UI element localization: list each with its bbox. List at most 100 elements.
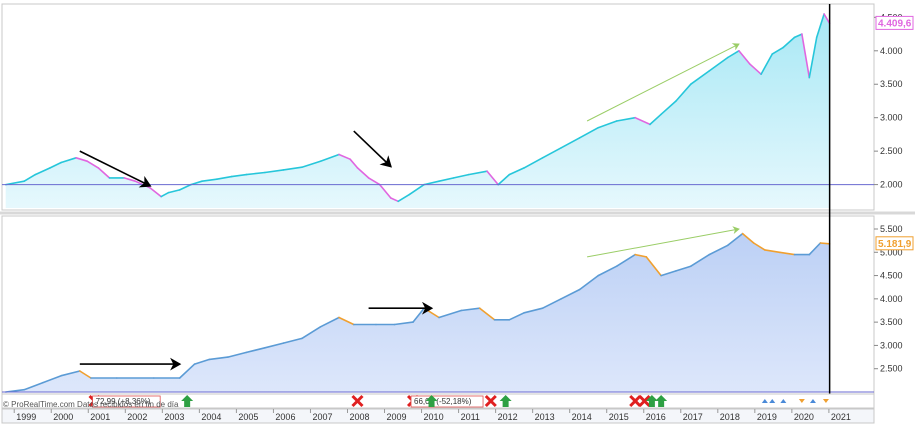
bottom-series-segment [508, 311, 525, 321]
bottom-series-segment [597, 265, 618, 277]
x-axis: 1999 2000 2001 2002 2003 2004 2005 2006 2007 2008… [1, 408, 875, 424]
trade-marker-buy [425, 395, 438, 407]
top-last-value-label: 4.409,6 [878, 18, 912, 29]
trade-marker-mini [780, 399, 787, 403]
buy-arrow-icon [425, 395, 438, 407]
top-series-segment [301, 160, 322, 168]
top-ytick-label: 4.000 [880, 46, 903, 56]
trade-marker-buy [645, 395, 658, 407]
top-series-segment [823, 13, 831, 25]
top-series-segment [60, 157, 77, 164]
top-series-segment [349, 158, 359, 169]
bottom-annotation-arrow [587, 226, 740, 258]
xtick-label: 2017 [683, 412, 703, 422]
top-series-segment [486, 170, 500, 186]
top-series-segment [319, 153, 340, 162]
top-series-segment [438, 177, 455, 182]
bottom-series-segment [282, 337, 303, 344]
top-series-segment [675, 83, 692, 102]
sell-x-icon [638, 394, 651, 408]
bottom-series-segment [645, 256, 662, 277]
top-series-segment [190, 180, 203, 186]
top-series-segment [497, 173, 511, 186]
bottom-series-segment [178, 363, 196, 379]
bottom-ytick-label: 4.500 [880, 271, 903, 281]
trade-marker-sell: 66,00 (-52,18%) [406, 394, 484, 408]
bottom-series-segment [689, 253, 711, 268]
bottom-series-segment [227, 351, 248, 358]
trade-marker-sell [638, 394, 651, 408]
bottom-series-segment [675, 265, 692, 272]
trade-marker-mini-sell [798, 399, 805, 403]
top-series-segment [397, 193, 411, 203]
bottom-series-segment [578, 274, 600, 291]
top-series-segment [167, 189, 181, 194]
bottom-ytick-label: 4.000 [880, 294, 903, 304]
bottom-last-value-box [875, 236, 914, 251]
xtick-label: 2007 [312, 412, 332, 422]
top-series-segment [230, 173, 248, 178]
top-series-segment [708, 56, 729, 72]
sell-x-icon [484, 394, 497, 408]
trade-label-box [410, 395, 484, 408]
top-series-segment [689, 70, 711, 85]
bottom-ytick-label: 3.500 [880, 317, 903, 327]
top-series-segment [378, 183, 392, 199]
bottom-series-segment [319, 316, 340, 328]
top-series-segment [245, 171, 266, 176]
bottom-series-segment [438, 309, 463, 319]
bottom-series-segment [393, 321, 414, 326]
top-series-segment [408, 183, 425, 196]
top-annotation-arrow [586, 43, 740, 122]
top-series-segment [771, 46, 785, 55]
xtick-label: 1999 [16, 412, 36, 422]
xtick-label: 2013 [535, 412, 555, 422]
top-series-segment [160, 191, 170, 198]
x-axis-band [1, 408, 875, 424]
xtick-label: 2008 [349, 412, 369, 422]
bottom-panel: 2.500 3.000 3.500 4.000 4.500 5.000 5.500 5.181… [2, 224, 914, 393]
mini-down-icon [822, 399, 829, 403]
top-series-segment [801, 33, 811, 79]
top-ytick-label: 3.500 [880, 79, 903, 89]
top-series-segment [634, 116, 651, 126]
bottom-series-segment [560, 288, 581, 300]
top-annotation-arrow [353, 130, 392, 168]
bottom-series-segment [41, 374, 63, 384]
bottom-series-segment [763, 249, 781, 254]
bottom-ytick-label: 5.500 [880, 224, 903, 234]
mini-up-icon [761, 399, 768, 403]
trade-label-box [92, 395, 161, 408]
mini-down-icon [798, 399, 805, 403]
annotations-layer [79, 4, 831, 394]
bottom-series-segment [460, 307, 481, 312]
top-series-segment [782, 36, 796, 49]
xtick-label: 2010 [424, 412, 444, 422]
xtick-label: 2009 [387, 412, 407, 422]
bottom-series-segment [808, 242, 822, 256]
top-series-segment [726, 49, 740, 59]
top-series-segment [338, 153, 351, 160]
xtick-label: 2006 [275, 412, 295, 422]
top-series-segment [23, 173, 37, 182]
xtick-label: 2005 [238, 412, 258, 422]
mini-up-icon [809, 399, 816, 403]
top-series-segment [4, 180, 26, 186]
top-series-segment [216, 175, 233, 180]
top-series-segment [282, 166, 303, 171]
bottom-series-segment [634, 253, 648, 258]
top-series-segment [367, 177, 381, 186]
xtick-label: 2012 [498, 412, 518, 422]
top-annotation-arrow [79, 150, 152, 188]
top-series-segment [815, 13, 825, 39]
bottom-ytick-label: 2.500 [880, 364, 903, 374]
top-series-segment [389, 197, 400, 203]
xtick-label: 2019 [757, 412, 777, 422]
bottom-series-segment [523, 307, 544, 314]
mini-up-icon [769, 399, 776, 403]
bottom-series-segment [193, 358, 211, 365]
xtick-label: 2018 [720, 412, 740, 422]
xtick-label: 2000 [53, 412, 73, 422]
top-series-segment [578, 126, 600, 139]
